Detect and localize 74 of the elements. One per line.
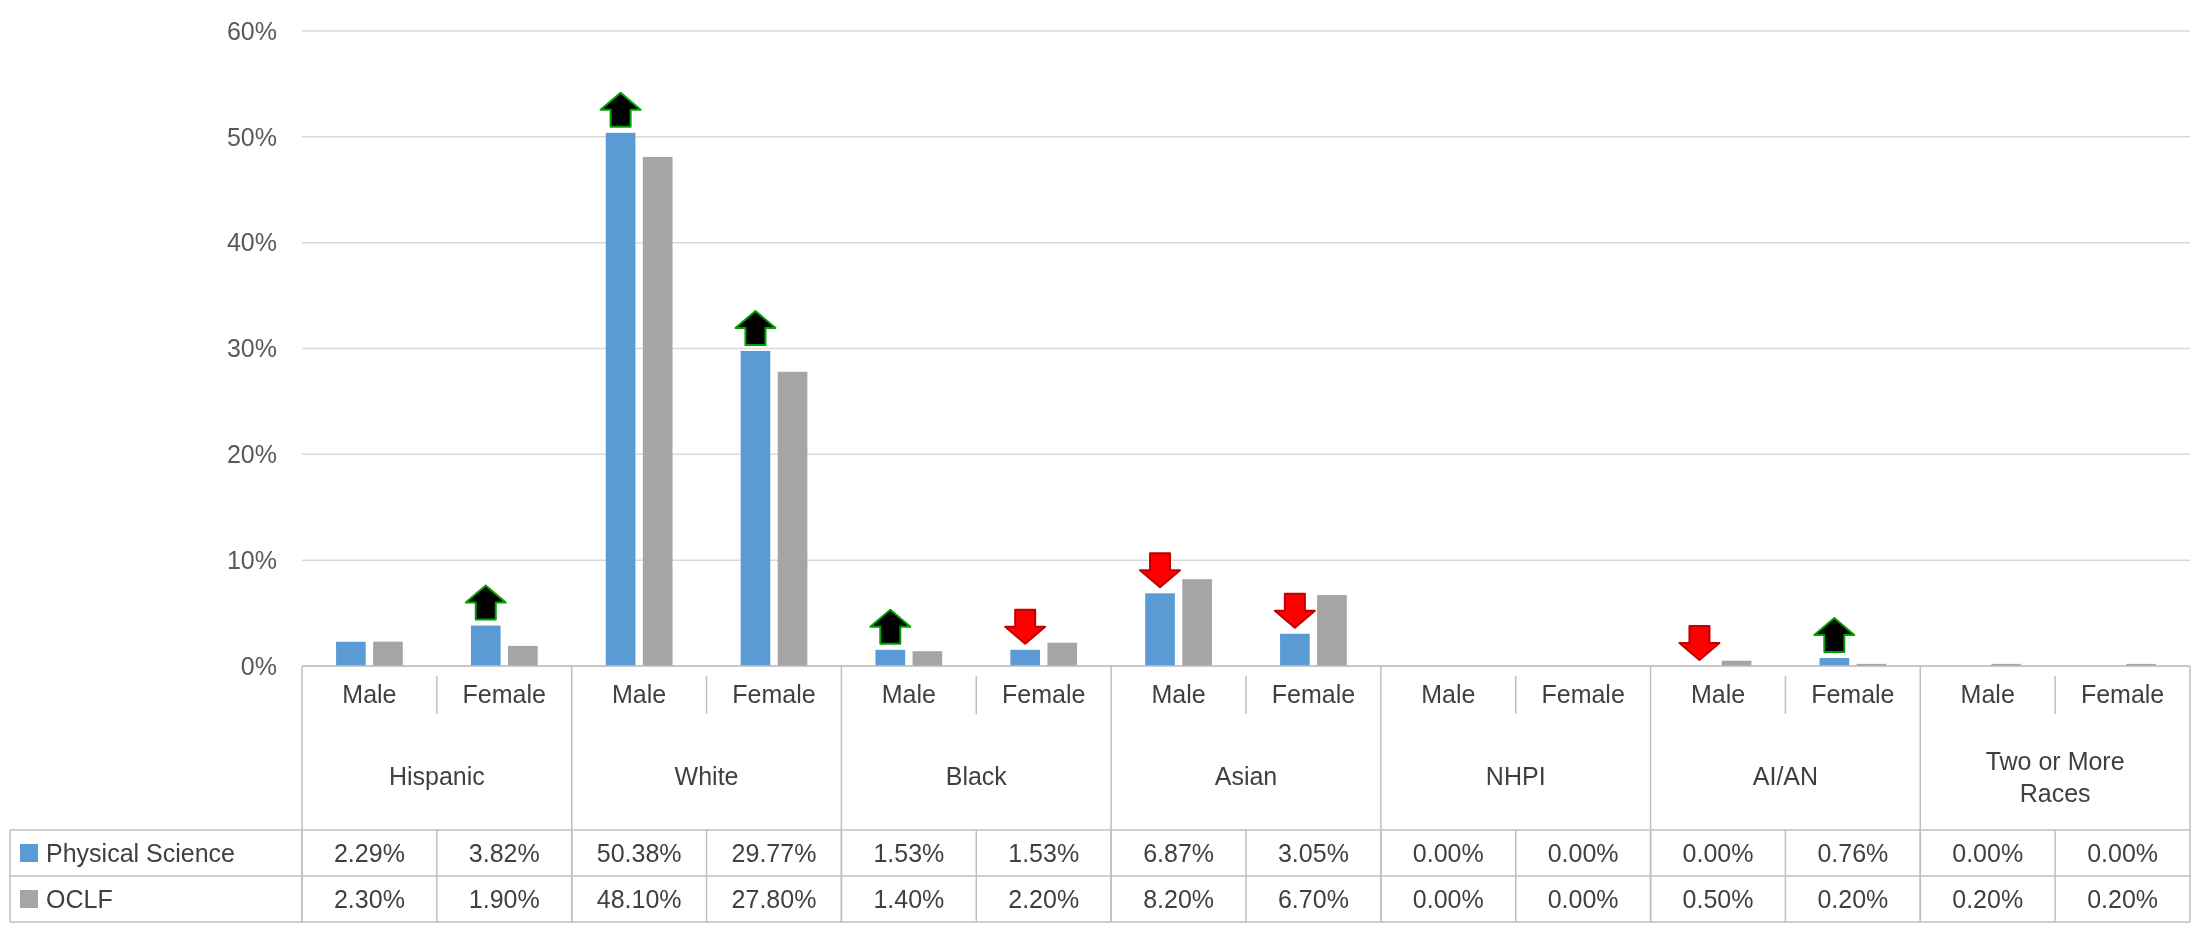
data-label: 0.76% <box>1817 838 1889 867</box>
x-tick-label: Male <box>1690 679 1746 708</box>
data-label: 0.00% <box>1952 838 2024 867</box>
data-label: 0.00% <box>2087 838 2159 867</box>
data-label: 48.10% <box>596 884 682 913</box>
x-tick-label: Female <box>1811 679 1895 708</box>
data-label: 0.00% <box>1412 838 1484 867</box>
bar <box>470 625 501 666</box>
text: White <box>674 761 739 790</box>
data-label: 0.20% <box>1952 884 2024 913</box>
bar <box>1047 642 1078 666</box>
x-tick-label: Female <box>1002 679 1086 708</box>
data-label: 0.20% <box>2087 884 2159 913</box>
data-label: 6.70% <box>1277 884 1349 913</box>
bar <box>912 651 943 666</box>
bar <box>777 371 808 666</box>
bar <box>1280 633 1310 666</box>
data-label: 6.87% <box>1143 838 1215 867</box>
data-label: 0.00% <box>1547 838 1619 867</box>
x-tick-label: Female <box>2080 679 2165 708</box>
legend-label: Physical Science <box>46 838 235 867</box>
bar <box>336 641 366 666</box>
bar <box>642 156 673 666</box>
x-tick-label: Male <box>612 679 667 708</box>
data-label: 0.50% <box>1682 884 1754 913</box>
y-tick-label: 30% <box>226 334 277 363</box>
data-label: 2.20% <box>1008 884 1080 913</box>
y-tick-label: 50% <box>226 122 277 151</box>
data-label: 1.90% <box>468 884 540 913</box>
data-label: 1.53% <box>1008 838 1080 867</box>
bar <box>740 350 771 666</box>
bar <box>1317 595 1347 666</box>
data-label: 2.29% <box>333 838 405 867</box>
bar <box>605 132 636 666</box>
bar <box>1182 579 1212 666</box>
y-tick-label: 40% <box>226 228 277 257</box>
data-label: 3.05% <box>1277 838 1349 867</box>
text: Hispanic <box>388 761 485 790</box>
x-tick-label: Male <box>1151 679 1206 708</box>
x-tick-label: Male <box>342 679 397 708</box>
data-label: 0.00% <box>1682 838 1754 867</box>
y-tick-label: 20% <box>226 440 277 469</box>
x-tick-label: Male <box>881 679 936 708</box>
data-label: 8.20% <box>1143 884 1215 913</box>
data-label: 0.00% <box>1412 884 1484 913</box>
x-tick-label: Female <box>732 679 816 708</box>
data-label: 2.30% <box>333 884 405 913</box>
bar <box>1010 649 1041 666</box>
x-tick-label: Female <box>1271 679 1356 708</box>
data-label: 1.53% <box>873 838 945 867</box>
x-tick-label: Male <box>1960 679 2015 708</box>
y-tick-label: 10% <box>226 545 277 574</box>
x-tick-label: Female <box>462 679 546 708</box>
text: Asian <box>1214 761 1278 790</box>
data-label: 50.38% <box>596 838 682 867</box>
y-tick-label: 60% <box>226 16 277 45</box>
text: Black <box>945 761 1008 790</box>
legend-label: OCLF <box>46 884 113 913</box>
x-tick-label: Male <box>1421 679 1476 708</box>
bar <box>875 649 906 666</box>
data-label: 29.77% <box>731 838 817 867</box>
text: NHPI <box>1485 761 1546 790</box>
data-label: 0.20% <box>1817 884 1889 913</box>
bar <box>507 645 538 666</box>
data-label: 1.40% <box>873 884 945 913</box>
bar <box>373 641 403 666</box>
x-tick-label: Female <box>1541 679 1625 708</box>
bar <box>1145 593 1175 666</box>
text: AI/AN <box>1752 761 1819 790</box>
data-label: 0.00% <box>1547 884 1619 913</box>
text: Two or More Races <box>1985 746 2125 807</box>
y-tick-label: 0% <box>240 651 277 680</box>
data-label: 27.80% <box>731 884 817 913</box>
data-label: 3.82% <box>468 838 540 867</box>
